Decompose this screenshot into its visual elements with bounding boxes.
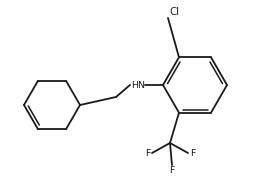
Text: F: F xyxy=(169,166,175,175)
Text: F: F xyxy=(145,149,150,157)
Text: Cl: Cl xyxy=(169,7,179,17)
Text: F: F xyxy=(190,149,195,157)
Text: HN: HN xyxy=(131,81,145,90)
